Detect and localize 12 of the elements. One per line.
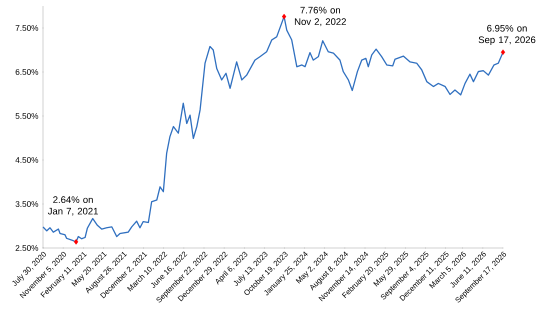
annotation: 7.76% on Nov 2, 2022: [294, 6, 346, 26]
y-tick-label: 4.50%: [15, 157, 38, 163]
point: [74, 239, 78, 245]
y-tick-label: 3.50%: [16, 201, 38, 207]
y-tick-label: 5.50%: [16, 113, 38, 119]
point: [282, 14, 286, 20]
y-tick-label: 2.50%: [16, 245, 38, 251]
y-tick-label: 6.50%: [16, 69, 38, 75]
annotation: 6.95% on Sep 17, 2026: [478, 24, 536, 46]
annotation: 2.64% on Jan 7, 2021: [48, 196, 98, 216]
point: [500, 49, 506, 56]
y-tick-label: 7.50%: [16, 25, 38, 31]
